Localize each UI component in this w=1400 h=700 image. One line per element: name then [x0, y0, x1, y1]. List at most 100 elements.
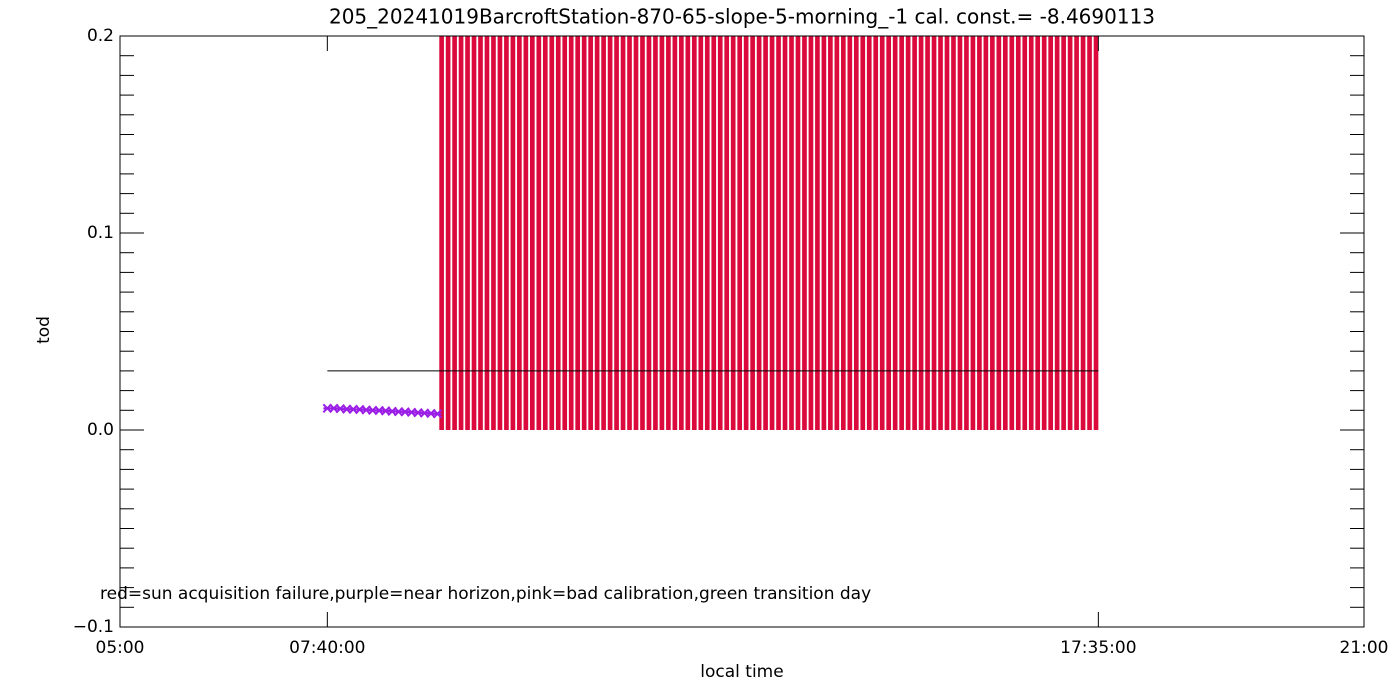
- bar: [802, 36, 807, 430]
- bar: [905, 36, 911, 430]
- bar: [1022, 36, 1028, 430]
- bar: [536, 36, 542, 430]
- annotation: red=sun acquisition failure,purple=near …: [100, 584, 871, 604]
- x-tick-label: 17:35:00: [1060, 638, 1136, 658]
- bar: [555, 36, 561, 430]
- bar: [730, 36, 736, 430]
- y-axis-label: tod: [34, 316, 54, 344]
- bar: [672, 36, 678, 430]
- bar: [1067, 36, 1073, 430]
- bar: [957, 36, 963, 430]
- bar: [465, 36, 470, 430]
- bar: [523, 36, 529, 430]
- bar: [1074, 36, 1079, 430]
- bar: [666, 36, 671, 430]
- bar: [1080, 36, 1086, 430]
- bar: [542, 36, 548, 430]
- bar: [581, 36, 587, 430]
- y-tick-label: 0.1: [87, 223, 114, 243]
- bar: [808, 36, 814, 430]
- bar: [918, 36, 924, 430]
- bar: [685, 36, 691, 430]
- bar: [931, 36, 937, 430]
- bar: [750, 36, 755, 430]
- bar: [737, 36, 742, 430]
- bar: [510, 36, 516, 430]
- x-tick-label: 21:00: [1340, 638, 1389, 658]
- bar: [834, 36, 840, 430]
- x-tick-label: 05:00: [96, 638, 145, 658]
- bar: [691, 36, 697, 430]
- bar: [568, 36, 574, 430]
- bar: [601, 36, 606, 430]
- bar: [640, 36, 645, 430]
- x-tick-label: 07:40:00: [289, 638, 365, 658]
- bar: [970, 36, 976, 430]
- bar: [769, 36, 775, 430]
- bar: [445, 36, 451, 430]
- y-tick-label: −0.1: [73, 617, 114, 637]
- bar: [951, 36, 956, 430]
- bar: [899, 36, 904, 430]
- bar: [983, 36, 989, 430]
- bar: [847, 36, 853, 430]
- bar: [594, 36, 600, 430]
- bar: [964, 36, 969, 430]
- bar: [1054, 36, 1060, 430]
- bar: [1009, 36, 1015, 430]
- bar: [439, 36, 444, 430]
- bar: [1093, 36, 1099, 430]
- bar: [627, 36, 632, 430]
- bar: [478, 36, 483, 430]
- bar: [756, 36, 762, 430]
- bar: [944, 36, 950, 430]
- y-tick-label: 0.0: [87, 420, 114, 440]
- bar: [873, 36, 879, 430]
- bar: [886, 36, 892, 430]
- bar: [1015, 36, 1021, 430]
- bar: [879, 36, 885, 430]
- bar: [452, 36, 457, 430]
- bar: [659, 36, 665, 430]
- bar: [504, 36, 509, 430]
- bar: [704, 36, 710, 430]
- bar: [491, 36, 496, 430]
- bar: [860, 36, 866, 430]
- bar: [776, 36, 781, 430]
- bar: [1061, 36, 1066, 430]
- bar: [925, 36, 930, 430]
- bar: [484, 36, 490, 430]
- bar: [549, 36, 555, 430]
- bar: [471, 36, 477, 430]
- bar: [588, 36, 593, 430]
- bar: [743, 36, 749, 430]
- bar: [711, 36, 717, 430]
- point: [432, 409, 443, 419]
- bar: [815, 36, 820, 430]
- bar: [614, 36, 619, 430]
- bar: [653, 36, 658, 430]
- bar: [607, 36, 613, 430]
- bar: [828, 36, 833, 430]
- bar: [763, 36, 768, 430]
- bar: [789, 36, 794, 430]
- bar: [1035, 36, 1041, 430]
- bar: [717, 36, 723, 430]
- bar: [841, 36, 846, 430]
- bar: [1002, 36, 1008, 430]
- bar: [575, 36, 581, 430]
- bar: [977, 36, 982, 430]
- bar: [938, 36, 943, 430]
- bar: [562, 36, 568, 430]
- bar: [1087, 36, 1092, 430]
- bar: [866, 36, 872, 430]
- bar: [517, 36, 522, 430]
- bar: [912, 36, 917, 430]
- bar: [679, 36, 684, 430]
- bar: [620, 36, 626, 430]
- bar: [1028, 36, 1034, 430]
- bar: [1048, 36, 1053, 430]
- bar: [1041, 36, 1047, 430]
